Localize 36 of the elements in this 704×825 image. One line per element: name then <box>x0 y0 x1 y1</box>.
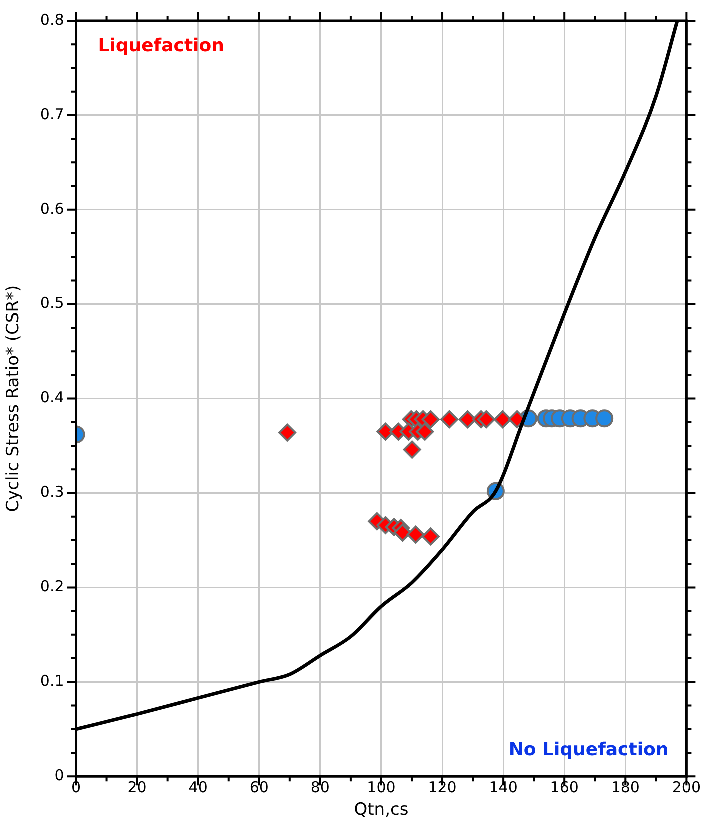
point <box>477 410 496 429</box>
x-tick-label: 160 <box>550 778 579 796</box>
y-tick-label: 0.4 <box>40 388 64 407</box>
x-axis-title: Qtn,cs <box>354 800 409 820</box>
x-tick-label: 200 <box>672 778 702 796</box>
x-tick-label: 60 <box>250 778 269 796</box>
point <box>508 410 526 429</box>
point <box>422 528 440 546</box>
y-tick-label: 0.1 <box>40 672 64 690</box>
point <box>406 526 425 544</box>
point <box>422 410 440 429</box>
point <box>278 424 296 442</box>
x-tick-label: 80 <box>310 778 330 796</box>
annotation: No Liquefaction <box>508 739 669 760</box>
point <box>416 422 434 441</box>
y-tick-label: 0 <box>54 766 64 784</box>
x-tick-label: 100 <box>367 778 396 796</box>
y-tick-label: 0.5 <box>40 294 64 312</box>
point <box>403 440 422 459</box>
x-tick-label: 40 <box>188 778 208 796</box>
y-tick-label: 0.7 <box>40 105 64 124</box>
x-tick-label: 140 <box>489 778 518 796</box>
x-tick-label: 20 <box>128 778 147 796</box>
x-tick-label: 120 <box>428 778 457 796</box>
point <box>440 410 459 429</box>
y-tick-label: 0.2 <box>40 578 64 596</box>
point <box>394 524 412 542</box>
y-tick-label: 0.8 <box>40 10 64 29</box>
y-tick-label: 0.3 <box>40 483 64 502</box>
y-axis-title: Cyclic Stress Ratio* (CSR*) <box>4 285 24 512</box>
point <box>494 410 512 429</box>
annotation: Liquefaction <box>98 36 224 57</box>
point <box>596 410 614 428</box>
x-tick-label: 180 <box>611 778 640 796</box>
y-tick-label: 0.6 <box>40 200 64 218</box>
x-tick-label: 0 <box>71 778 82 796</box>
